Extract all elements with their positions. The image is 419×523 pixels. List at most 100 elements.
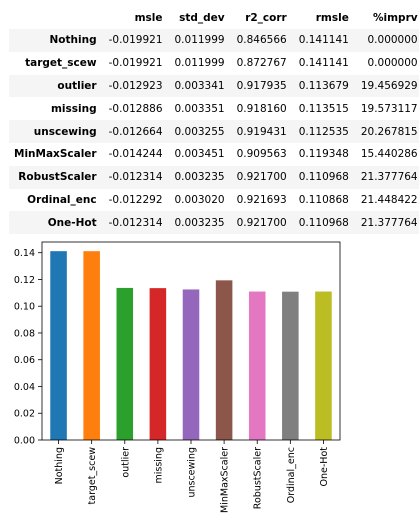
- row-label: Ordinal_enc: [27, 193, 97, 206]
- bar: [215, 280, 233, 440]
- x-tick-label: RobustScaler: [253, 447, 264, 509]
- table-cell: 0.003255: [174, 125, 225, 138]
- table-cell: 21.448422: [360, 193, 418, 206]
- table-cell: 0.110868: [298, 193, 349, 206]
- table-cell: 0.846566: [236, 34, 287, 47]
- table-cell: 0.921700: [236, 216, 287, 229]
- y-tick-label: 0.04: [14, 382, 35, 393]
- table-cell: 0.110968: [298, 216, 349, 229]
- table-cell: -0.019921: [108, 57, 163, 70]
- table-row: missing -0.012886 0.003351 0.918160 0.113515…: [9, 97, 419, 120]
- y-tick-label: 0.12: [14, 275, 35, 286]
- table-cell: 20.267815: [360, 125, 418, 138]
- x-tick-label: One-Hot: [319, 447, 330, 487]
- bar: [149, 288, 167, 440]
- table-row: MinMaxScaler -0.014244 0.003451 0.909563 0.1…: [9, 143, 419, 166]
- y-tick-label: 0.14: [14, 248, 35, 259]
- y-tick-label: 0.02: [14, 409, 35, 420]
- table-row: Nothing -0.019921 0.011999 0.846566 0.141141…: [9, 29, 419, 52]
- table-cell: 0.918160: [236, 102, 287, 115]
- row-label: Nothing: [49, 34, 97, 47]
- row-label: unscewing: [33, 125, 97, 138]
- row-label: outlier: [57, 79, 97, 92]
- column-header: msle: [134, 11, 163, 24]
- table-cell: -0.019921: [108, 34, 163, 47]
- table-cell: 0.119348: [298, 148, 349, 161]
- table-cell: 0.003235: [174, 216, 225, 229]
- table-header-row: msle std_dev r2_corr rmsle %imprv: [9, 6, 419, 29]
- row-label: target_scew: [25, 57, 97, 70]
- bar: [315, 291, 332, 440]
- table-row: Ordinal_enc -0.012292 0.003020 0.921693 0.11…: [9, 189, 419, 212]
- x-tick-label: MinMaxScaler: [220, 447, 231, 513]
- table-cell: -0.012314: [108, 171, 163, 184]
- row-label: MinMaxScaler: [14, 148, 97, 161]
- table-cell: -0.012664: [108, 125, 163, 138]
- table-cell: 0.000000: [367, 34, 418, 47]
- table-cell: 15.440286: [360, 148, 418, 161]
- table-cell: 0.003020: [174, 193, 225, 206]
- table-cell: 0.919431: [236, 125, 287, 138]
- index-header: [9, 6, 104, 29]
- table-cell: 19.573117: [360, 102, 418, 115]
- table-cell: 0.872767: [236, 57, 287, 70]
- bar: [282, 291, 299, 440]
- bar-chart: 0.00 0.02 0.04 0.06 0.08 0.10 0.12 0.14 Nothing t…: [14, 241, 341, 513]
- table-cell: 0.113515: [298, 102, 349, 115]
- table-cell: 0.112535: [298, 125, 349, 138]
- table-cell: 0.003341: [174, 79, 225, 92]
- table-cell: -0.012886: [108, 102, 163, 115]
- plot-frame: [41, 241, 341, 441]
- column-header: rmsle: [315, 11, 349, 24]
- table-cell: 0.003451: [174, 148, 225, 161]
- table-row: unscewing -0.012664 0.003255 0.919431 0.1125…: [9, 120, 419, 143]
- bar: [248, 291, 266, 440]
- y-tick-label: 0.00: [14, 436, 35, 447]
- table-cell: 0.921700: [236, 171, 287, 184]
- bar: [83, 251, 100, 440]
- table-row: outlier -0.012923 0.003341 0.917935 0.113679…: [9, 74, 419, 98]
- table-cell: 0.141141: [298, 34, 349, 47]
- table-cell: 0.141141: [298, 57, 349, 70]
- table-row: target_scew -0.019921 0.011999 0.872767 0.14…: [9, 52, 419, 75]
- row-label: One-Hot: [47, 216, 97, 229]
- table-cell: 19.456929: [360, 79, 418, 92]
- x-tick-label: unscewing: [187, 447, 198, 498]
- y-tick-label: 0.06: [14, 355, 35, 366]
- table-cell: -0.014244: [108, 148, 163, 161]
- table-cell: 0.000000: [367, 57, 418, 70]
- table-cell: 0.921693: [236, 193, 287, 206]
- table-cell: 0.110968: [298, 171, 349, 184]
- table-cell: 0.011999: [174, 34, 225, 47]
- table-cell: -0.012923: [108, 79, 163, 92]
- table-cell: 0.003351: [174, 102, 225, 115]
- table-cell: -0.012314: [108, 216, 163, 229]
- y-tick-label: 0.10: [14, 302, 35, 313]
- bar: [182, 289, 200, 440]
- column-header: r2_corr: [245, 11, 287, 24]
- x-tick-label: target_scew: [87, 447, 98, 505]
- table-cell: 0.011999: [174, 57, 225, 70]
- table-cell: -0.012292: [108, 193, 163, 206]
- dataframe-table: msle std_dev r2_corr rmsle %imprv Nothin…: [9, 6, 419, 235]
- x-tick-label: outlier: [120, 447, 131, 478]
- row-label: missing: [50, 102, 97, 115]
- row-label: RobustScaler: [18, 171, 97, 184]
- table-row: RobustScaler -0.012314 0.003235 0.921700 0.1…: [9, 165, 419, 189]
- x-tick-label: missing: [153, 447, 164, 483]
- table-cell: 0.113679: [298, 79, 349, 92]
- table-cell: 21.377764: [360, 216, 418, 229]
- table-cell: 0.003235: [174, 171, 225, 184]
- table-row: One-Hot -0.012314 0.003235 0.921700 0.110968…: [9, 211, 419, 235]
- table-cell: 0.917935: [236, 79, 287, 92]
- x-tick-label: Nothing: [54, 447, 65, 484]
- bar: [50, 251, 67, 440]
- table-cell: 21.377764: [360, 171, 418, 184]
- y-tick-label: 0.08: [14, 328, 35, 339]
- x-tick-label: Ordinal_enc: [286, 447, 297, 503]
- column-header: std_dev: [179, 11, 225, 24]
- column-header: %imprv: [373, 11, 418, 24]
- bar: [116, 287, 134, 440]
- table-cell: 0.909563: [236, 148, 287, 161]
